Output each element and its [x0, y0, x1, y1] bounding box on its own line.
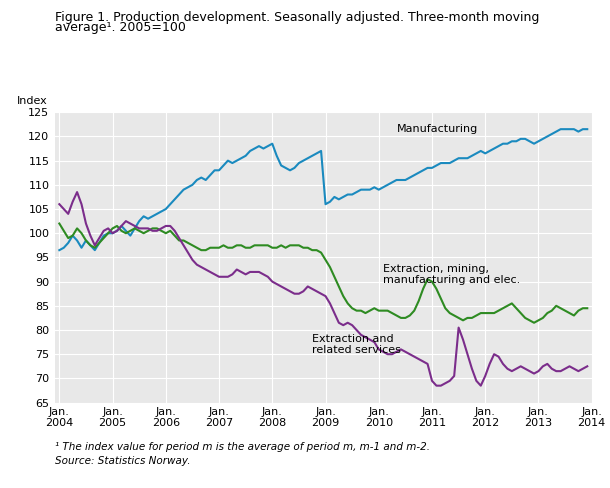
- Text: ¹ The index value for period m is the average of period m, m-1 and m-2.: ¹ The index value for period m is the av…: [55, 442, 430, 451]
- Text: Extraction and
related services: Extraction and related services: [312, 334, 401, 355]
- Text: Source: Statistics Norway.: Source: Statistics Norway.: [55, 456, 190, 466]
- Text: Index: Index: [17, 97, 48, 106]
- Text: Figure 1. Production development. Seasonally adjusted. Three-month moving: Figure 1. Production development. Season…: [55, 11, 539, 24]
- Text: Manufacturing: Manufacturing: [396, 124, 478, 134]
- Text: Extraction, mining,
manufacturing and elec.: Extraction, mining, manufacturing and el…: [383, 264, 520, 285]
- Text: average¹. 2005=100: average¹. 2005=100: [55, 21, 186, 34]
